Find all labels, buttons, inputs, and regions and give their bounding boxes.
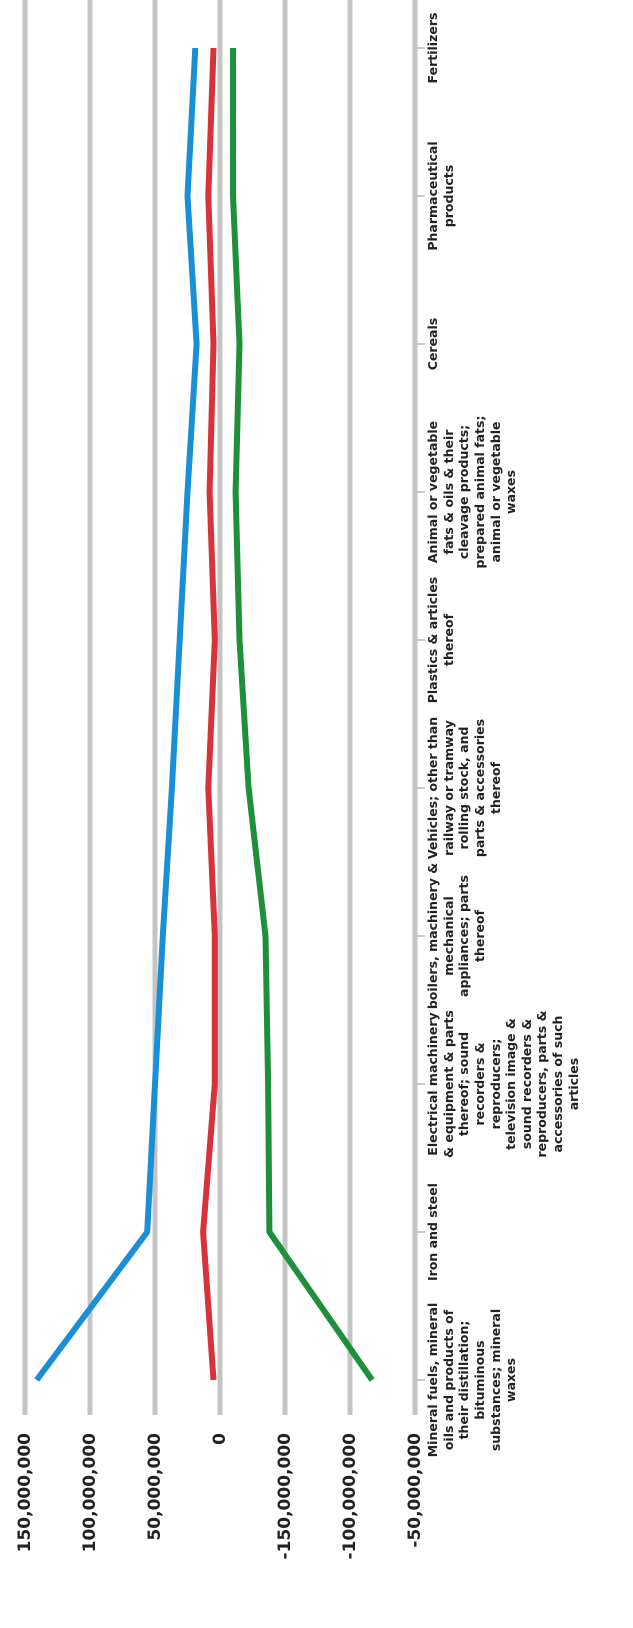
x-tick-label: Iron and steel [425, 1183, 440, 1281]
x-tick-label-box: Electrical machinery & equipment & parts… [425, 1010, 581, 1158]
y-tick-label: 100,000,000 [80, 1433, 100, 1553]
x-tick-label-box: boilers, machinery & mechanical applianc… [425, 862, 487, 1010]
x-tick-label: Plastics & articles thereof [425, 576, 456, 704]
x-tick-label-box: Fertilizers [425, 12, 440, 84]
x-tick-label: Fertilizers [425, 12, 440, 84]
y-tick-label: -50,000,000 [405, 1433, 425, 1548]
x-tick-label-box: Mineral fuels, mineral oils and products… [425, 1302, 519, 1458]
y-tick-label: 50,000,000 [145, 1433, 165, 1541]
x-tick-label: Electrical machinery & equipment & parts… [425, 1010, 581, 1158]
x-tick-label: Vehicles; other than railway or tramway … [425, 716, 503, 860]
y-tick-label: -150,000,000 [275, 1433, 295, 1560]
x-tick-label-box: Plastics & articles thereof [425, 576, 456, 704]
x-tick-label-box: Animal or vegetable fats & oils & their … [425, 415, 519, 569]
y-tick-label: 150,000,000 [15, 1433, 35, 1553]
x-tick-label-box: Vehicles; other than railway or tramway … [425, 716, 503, 860]
x-tick-label-box: Pharmaceutical products [425, 141, 456, 251]
x-tick-label: Pharmaceutical products [425, 141, 456, 251]
x-tick-label: Mineral fuels, mineral oils and products… [425, 1302, 519, 1458]
x-tick-label: boilers, machinery & mechanical applianc… [425, 862, 487, 1010]
x-tick-label: Cereals [425, 317, 440, 371]
y-tick-label: 0 [210, 1433, 230, 1445]
x-tick-label-box: Iron and steel [425, 1183, 440, 1281]
series-line [34, 47, 200, 1382]
y-tick-label: -100,000,000 [340, 1433, 360, 1560]
series-line [230, 48, 375, 1382]
series-line [200, 47, 218, 1381]
x-tick-label-box: Cereals [425, 317, 440, 371]
x-tick-label: Animal or vegetable fats & oils & their … [425, 415, 519, 569]
